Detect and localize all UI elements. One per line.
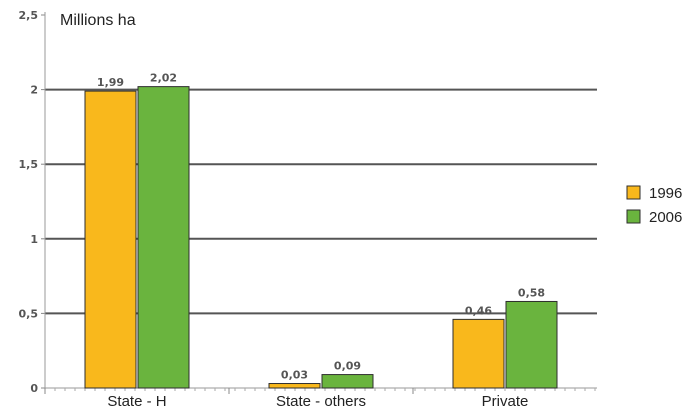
y-tick-label-1: 0,5 — [19, 307, 39, 320]
y-tick-label-0: 0 — [30, 382, 38, 395]
legend-swatch-2006 — [627, 210, 640, 223]
legend-label-1996: 1996 — [649, 185, 682, 202]
x-category-label-0: State - H — [107, 393, 166, 410]
y-tick-label-5: 2,5 — [19, 9, 39, 22]
legend: 1996 2006 — [627, 185, 682, 226]
bar-1996-1 — [269, 384, 320, 388]
bars — [85, 87, 557, 388]
data-label-1996-0: 1,99 — [97, 76, 124, 89]
data-label-2006-2: 0,58 — [518, 286, 545, 299]
y-tick-label-4: 2 — [30, 84, 38, 97]
bar-2006-1 — [322, 375, 373, 388]
y-unit-label: Millions ha — [60, 12, 136, 29]
data-label-1996-2: 0,46 — [465, 304, 492, 317]
y-tick-label-2: 1 — [30, 233, 38, 246]
x-category-label-2: Private — [482, 393, 529, 410]
bar-2006-0 — [138, 87, 189, 388]
data-label-1996-1: 0,03 — [281, 369, 308, 382]
legend-swatch-1996 — [627, 186, 640, 199]
bar-1996-2 — [453, 319, 504, 388]
data-label-2006-0: 2,02 — [150, 72, 177, 85]
bar-2006-2 — [506, 301, 557, 388]
legend-label-2006: 2006 — [649, 209, 682, 226]
bar-1996-0 — [85, 91, 136, 388]
x-category-label-1: State - others — [276, 393, 366, 410]
y-tick-label-3: 1,5 — [19, 158, 39, 171]
data-label-2006-1: 0,09 — [334, 360, 361, 373]
